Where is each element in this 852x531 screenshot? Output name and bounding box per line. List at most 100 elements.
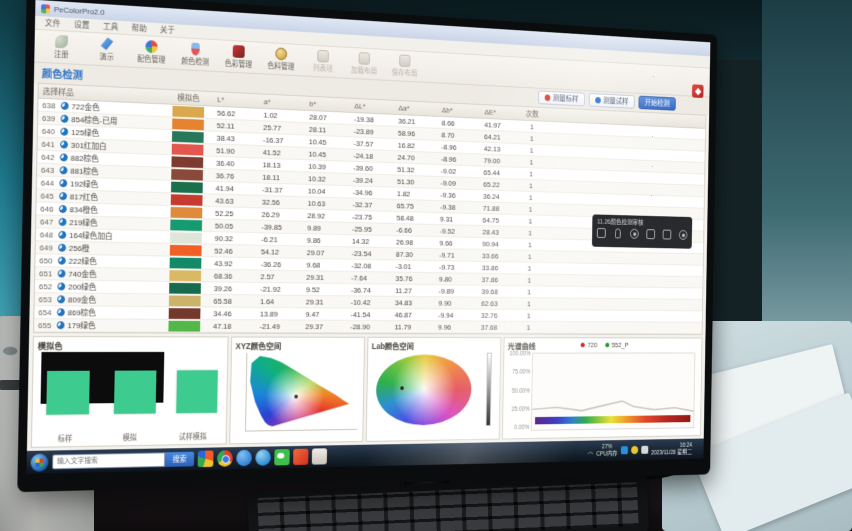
column-header[interactable]: 模拟色 bbox=[177, 92, 200, 103]
column-header[interactable]: ΔL* bbox=[354, 101, 366, 111]
toolbar-item[interactable]: 色彩管理 bbox=[217, 44, 260, 70]
recorder-overlay-toolbar[interactable]: 11.26颜色检测审核 bbox=[591, 214, 693, 249]
cell-db: 9.31 bbox=[439, 214, 454, 224]
sample-pie-icon bbox=[58, 217, 67, 226]
color-swatch bbox=[169, 257, 202, 269]
tim-icon[interactable] bbox=[236, 449, 252, 467]
camera-icon[interactable] bbox=[629, 228, 639, 239]
column-header[interactable]: L* bbox=[217, 94, 225, 104]
record-icon[interactable] bbox=[678, 229, 688, 240]
xyz-color-space-panel: XYZ颜色空间 bbox=[229, 336, 365, 445]
cell-a: -21.49 bbox=[259, 321, 281, 331]
chrome-icon[interactable] bbox=[216, 450, 233, 467]
cell-a: 18.13 bbox=[262, 160, 281, 170]
开始检测-button[interactable]: 开始检测 bbox=[638, 95, 676, 111]
search-input[interactable] bbox=[52, 452, 166, 470]
menu-item-2[interactable]: 工具 bbox=[102, 21, 119, 32]
browser-icon[interactable] bbox=[255, 449, 271, 466]
search-button[interactable]: 搜索 bbox=[164, 451, 195, 467]
toolbar-item[interactable]: 配色管理 bbox=[129, 39, 174, 66]
sample-name: 219绿色 bbox=[69, 217, 98, 228]
sample-number: 642 bbox=[41, 152, 55, 162]
cell-count: 1 bbox=[530, 122, 534, 131]
sample-name: 179绿色 bbox=[67, 320, 96, 330]
测量标样-button[interactable]: 测量标样 bbox=[538, 90, 585, 107]
column-header[interactable]: Δa* bbox=[398, 103, 410, 113]
screen-icon[interactable] bbox=[596, 227, 606, 239]
cell-l: 50.05 bbox=[214, 221, 234, 231]
cell-count: 1 bbox=[527, 264, 532, 273]
cell-dl: -34.96 bbox=[352, 187, 373, 197]
swoosh-icon bbox=[101, 37, 114, 50]
sample-name: 256橙 bbox=[68, 243, 90, 253]
toolbar-item[interactable]: 列表项 bbox=[302, 48, 344, 74]
column-header[interactable]: a* bbox=[263, 96, 271, 106]
cell-dl: -25.95 bbox=[352, 224, 372, 234]
cell-de: 32.76 bbox=[480, 310, 498, 320]
cell-da: 51.32 bbox=[397, 164, 415, 174]
table-row[interactable]: 655 179绿色 47.18 -21.49 29.37 -28.90 11.7… bbox=[34, 319, 702, 335]
cell-dl: -39.60 bbox=[353, 163, 373, 173]
sample-number: 640 bbox=[41, 126, 55, 136]
cell-da: 87.30 bbox=[395, 249, 414, 259]
cell-count: 1 bbox=[527, 252, 532, 261]
cell-da: 58.48 bbox=[396, 213, 414, 223]
sample-number: 639 bbox=[41, 113, 56, 123]
cell-a: 1.64 bbox=[260, 296, 275, 306]
color-swatch bbox=[171, 130, 204, 143]
column-header[interactable]: 次数 bbox=[525, 109, 539, 119]
wechat-icon[interactable] bbox=[274, 448, 290, 466]
swatch-label: 模拟 bbox=[122, 433, 137, 443]
stop-icon[interactable] bbox=[646, 229, 656, 240]
toolbar-item-label: 注册 bbox=[53, 49, 69, 59]
layout-load-icon bbox=[358, 51, 371, 65]
menu-item-3[interactable]: 帮助 bbox=[131, 23, 147, 34]
cell-a: 32.56 bbox=[261, 197, 281, 207]
cell-count: 1 bbox=[529, 134, 534, 143]
menu-item-4[interactable]: 关于 bbox=[159, 25, 175, 35]
toolbar-item[interactable]: 注册 bbox=[38, 33, 84, 60]
menu-item-0[interactable]: 文件 bbox=[44, 18, 61, 29]
cell-l: 65.58 bbox=[213, 296, 232, 306]
cell-de: 71.88 bbox=[482, 203, 500, 213]
sample-name: 722金色 bbox=[71, 101, 100, 112]
panel-title: 模拟色 bbox=[37, 341, 63, 352]
cell-b: 29.07 bbox=[306, 247, 325, 257]
tray-app-icon[interactable] bbox=[630, 445, 638, 455]
tray-volume-icon[interactable] bbox=[640, 445, 649, 454]
sample-name: 125绿色 bbox=[70, 127, 100, 138]
tray-network-icon[interactable] bbox=[620, 446, 628, 455]
tray-expand-icon[interactable]: ︿ bbox=[587, 448, 594, 455]
app-red-icon[interactable] bbox=[293, 448, 309, 466]
mic-icon[interactable] bbox=[615, 228, 621, 239]
toolbar-item[interactable]: 颜色检测 bbox=[173, 41, 217, 68]
cell-de: 64.75 bbox=[482, 215, 500, 225]
sample-name: 834橙色 bbox=[69, 204, 99, 215]
window-title: PeColorPro2.0 bbox=[53, 4, 105, 17]
cpu-meter[interactable]: 27% CPU内存 bbox=[596, 444, 617, 457]
panel-title: Lab颜色空间 bbox=[371, 341, 415, 351]
folder-icon[interactable] bbox=[662, 229, 672, 240]
sample-name: 882棕色 bbox=[70, 153, 100, 164]
cell-l: 34.46 bbox=[213, 308, 232, 318]
column-header[interactable]: Δb* bbox=[441, 105, 453, 115]
cell-a: -36.26 bbox=[260, 259, 282, 269]
start-button[interactable] bbox=[30, 453, 49, 472]
column-header[interactable]: b* bbox=[309, 99, 317, 108]
taskbar-app-color-icon[interactable] bbox=[197, 450, 214, 468]
explorer-icon[interactable] bbox=[311, 448, 328, 465]
color-swatch bbox=[170, 206, 203, 218]
测量试样-button[interactable]: 测量试样 bbox=[588, 93, 635, 109]
cell-dl: -37.57 bbox=[353, 138, 374, 149]
cell-b: 9.52 bbox=[305, 284, 320, 294]
taskbar-clock[interactable]: 16:24 2023/11/28 星期二 bbox=[651, 442, 694, 456]
toolbar-item[interactable]: 演示 bbox=[84, 36, 129, 63]
cell-l: 68.36 bbox=[213, 271, 233, 281]
column-header[interactable]: ΔE* bbox=[484, 107, 497, 117]
toolbar-item[interactable]: 保存布局 bbox=[384, 53, 425, 78]
toolbar-item[interactable]: 色料管理 bbox=[260, 46, 303, 72]
toolbar-item[interactable]: 加载布局 bbox=[343, 51, 384, 77]
menu-item-1[interactable]: 设置 bbox=[73, 20, 90, 30]
cell-count: 1 bbox=[528, 240, 532, 249]
sample-number: 647 bbox=[40, 216, 54, 227]
